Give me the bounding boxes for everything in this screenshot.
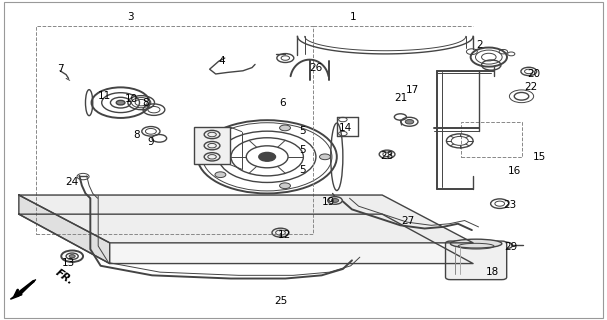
Text: 27: 27 xyxy=(401,216,415,226)
Text: 19: 19 xyxy=(322,197,336,207)
Polygon shape xyxy=(19,195,473,243)
Text: 1: 1 xyxy=(350,12,356,22)
Text: 3: 3 xyxy=(127,12,134,22)
FancyBboxPatch shape xyxy=(446,241,507,280)
Text: 5: 5 xyxy=(299,126,305,136)
Polygon shape xyxy=(10,279,36,299)
Text: 26: 26 xyxy=(309,63,322,73)
Text: 2: 2 xyxy=(476,40,483,50)
Text: 14: 14 xyxy=(339,123,353,133)
Text: 21: 21 xyxy=(394,93,407,103)
Text: 4: 4 xyxy=(219,56,225,66)
Bar xyxy=(36,26,313,234)
Text: FR.: FR. xyxy=(54,267,76,287)
Text: 29: 29 xyxy=(504,242,517,252)
Text: 23: 23 xyxy=(503,200,516,210)
Text: 24: 24 xyxy=(66,177,79,187)
Text: 17: 17 xyxy=(406,85,419,95)
Text: 25: 25 xyxy=(274,296,287,306)
Polygon shape xyxy=(19,214,473,264)
Text: 8: 8 xyxy=(143,98,149,108)
Circle shape xyxy=(280,125,291,131)
Text: 6: 6 xyxy=(279,98,286,108)
Circle shape xyxy=(319,154,330,160)
Text: 22: 22 xyxy=(524,82,537,92)
Circle shape xyxy=(405,120,414,124)
Text: 15: 15 xyxy=(533,152,546,162)
Ellipse shape xyxy=(450,239,502,248)
Circle shape xyxy=(69,255,75,258)
Circle shape xyxy=(331,198,339,202)
Text: 16: 16 xyxy=(507,166,521,176)
Text: 12: 12 xyxy=(277,230,291,240)
Circle shape xyxy=(215,172,226,178)
Text: 20: 20 xyxy=(527,69,540,79)
Text: 13: 13 xyxy=(62,258,75,268)
Text: 9: 9 xyxy=(148,137,154,147)
Text: 10: 10 xyxy=(124,94,137,104)
Text: 5: 5 xyxy=(299,146,305,156)
Circle shape xyxy=(280,183,291,188)
Circle shape xyxy=(215,136,226,142)
Bar xyxy=(194,127,229,164)
Text: 11: 11 xyxy=(98,91,112,101)
Text: 7: 7 xyxy=(56,64,63,74)
Circle shape xyxy=(117,100,125,105)
Text: 28: 28 xyxy=(381,151,394,161)
Bar xyxy=(461,122,521,157)
Polygon shape xyxy=(19,195,110,264)
Text: 5: 5 xyxy=(299,165,305,175)
Circle shape xyxy=(259,152,276,161)
Text: 18: 18 xyxy=(486,267,499,277)
Text: 8: 8 xyxy=(134,130,140,140)
